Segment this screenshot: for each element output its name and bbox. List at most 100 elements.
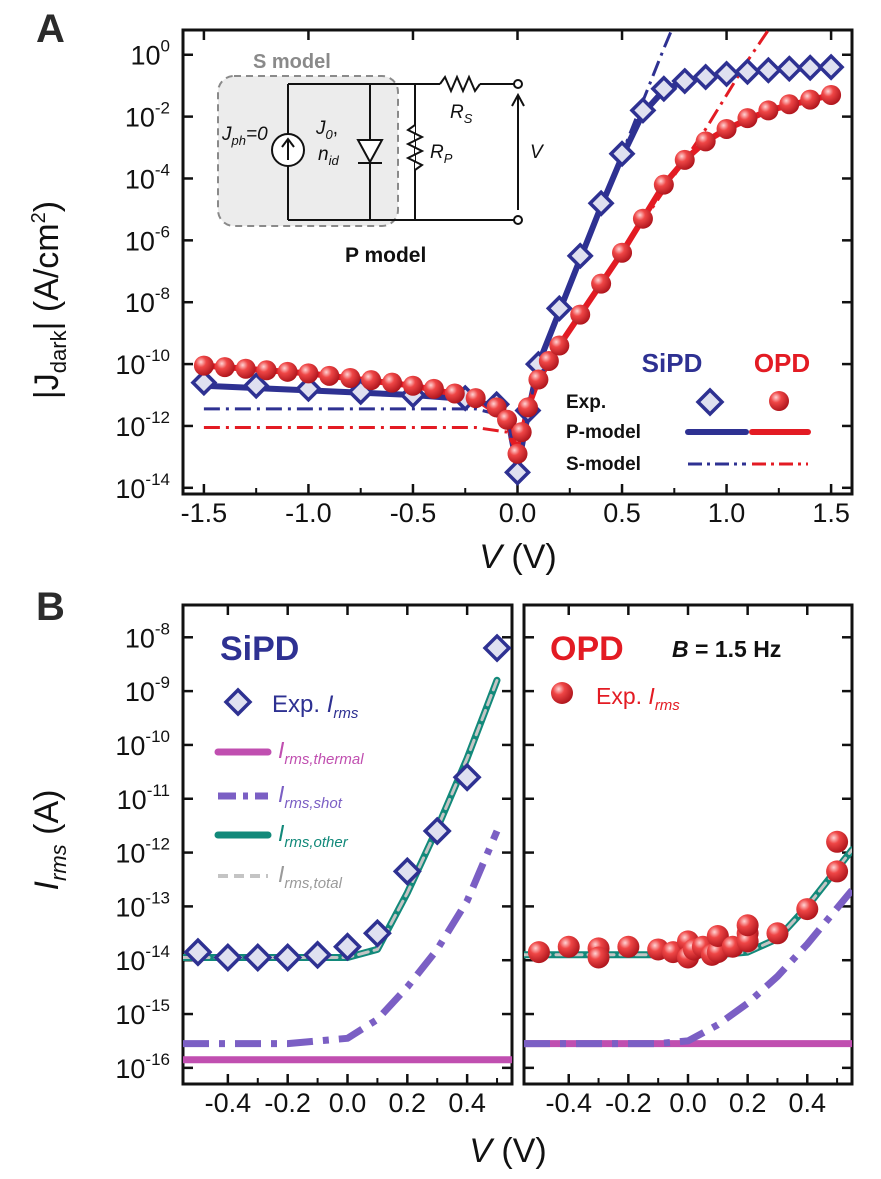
terminal-bottom [513,215,523,225]
panel-a-y-axis-label: |Jdark| (A/cm2) [28,201,71,399]
data-point-opd-exp [632,208,653,229]
y-tick-label: 10-13 [115,888,170,922]
circuit-jph-label: Jph=0 [221,124,268,148]
legend-pmodel-label: P-model [566,422,641,443]
panel-a-x-axis-label: V (V) [479,538,556,576]
legend-other-label: Irms,other [278,820,349,851]
legend-smodel-label: S-model [566,454,641,475]
panel-a-data-markers [190,53,845,486]
data-point-sipd-exp [608,140,636,168]
y-tick-label: 10-2 [125,99,170,133]
panel-a-legend: SiPD OPD Exp. P-model S-model [566,348,811,475]
y-tick-label: 10-8 [125,619,170,653]
data-point-exp-irms [587,946,610,969]
data-point-opd-exp [653,174,674,195]
plot-frame-b-opd [522,603,854,1086]
s-model-label: S model [253,51,331,73]
data-point-opd-exp [497,409,518,430]
legend-shot-label: Irms,shot [278,781,343,812]
data-point-exp-irms [796,898,819,921]
data-point-sipd-exp [796,54,824,82]
circuit-inset: S model P model V Jph=0 J0, nid RP RS [217,51,545,267]
data-point-sipd-exp [650,75,678,103]
y-tick-label: 10-12 [115,408,170,442]
circuit-j0-label: J0, [315,118,338,142]
series-line-irms-shot [183,829,501,1048]
s-model-box [217,75,399,227]
data-point-opd-exp [214,357,235,378]
x-tick-label: -0.2 [264,1088,311,1118]
y-tick-label: 10-10 [115,727,170,761]
series-line-irms-shot [524,887,852,1048]
legend-b-opd-exp-label: Exp. Irms [596,683,680,714]
x-tick-label: 1.0 [708,498,746,528]
data-point-sipd-exp [566,242,594,270]
data-point-exp-irms [527,941,550,964]
y-tick-label: 100 [130,37,170,71]
data-point-exp-irms [617,935,640,958]
data-point-exp-irms [273,943,303,972]
data-point-exp-irms [557,935,580,958]
y-tick-label: 10-12 [115,835,170,869]
legend-exp-label: Exp. [566,392,606,413]
data-point-exp-irms [392,856,422,886]
x-tick-label: -0.4 [205,1088,252,1118]
data-point-opd-exp [758,100,779,121]
data-point-exp-irms [452,762,482,792]
y-tick-label: 10-10 [115,346,170,380]
panel-a-label: A [36,7,65,51]
data-point-sipd-exp [190,369,218,397]
data-point-sipd-exp [733,58,761,86]
panel-b-sipd-markers [183,633,512,972]
y-tick-label: 10-4 [125,160,170,194]
data-point-exp-irms [303,940,333,970]
legend-total-label: Irms,total [278,861,343,892]
data-point-opd-exp [716,118,737,139]
x-tick-label: 0.4 [788,1088,826,1118]
data-point-opd-exp [695,131,716,152]
legend-opd-heading: OPD [754,348,810,378]
data-point-opd-exp [444,383,465,404]
data-point-exp-irms [826,830,849,853]
data-point-sipd-exp [775,55,803,83]
x-tick-label: 0.5 [603,498,641,528]
data-point-opd-exp [779,94,800,115]
x-tick-label: -1.0 [285,498,332,528]
x-tick-label: 1.5 [812,498,850,528]
shunt-resistor-icon [405,124,425,171]
data-point-exp-irms [482,633,512,663]
x-tick-label: 0.2 [729,1088,767,1118]
y-tick-label: 10-11 [117,781,170,815]
data-point-exp-irms [766,922,789,945]
y-tick-label: 10-6 [125,222,170,256]
data-point-opd-exp [235,358,256,379]
data-point-sipd-exp [242,372,270,400]
panel-b-sipd-title: SiPD [220,630,299,668]
y-tick-label: 10-8 [125,284,170,318]
x-tick-label: 0.0 [329,1088,367,1118]
data-point-opd-exp [737,108,758,129]
circuit-rs-label: RS [450,102,473,126]
y-tick-label: 10-9 [125,673,170,707]
data-point-exp-irms [736,930,759,953]
data-point-sipd-exp [671,67,699,95]
data-point-sipd-exp [817,53,845,81]
data-point-exp-irms [213,943,243,972]
legend-b-opd-exp-marker [551,682,573,704]
panel-b-label: B [36,585,65,629]
circuit-v-label: V [530,142,545,163]
data-point-sipd-exp [629,96,657,124]
data-point-opd-exp [193,355,214,376]
panel-b-opd-legend: Exp. Irms [551,682,680,714]
data-point-opd-exp [821,84,842,105]
panel-b-opd-ticks: -0.4 -0.2 0.0 0.2 0.4 [522,603,854,1118]
data-point-opd-exp [517,397,538,418]
data-point-opd-exp [340,368,361,388]
data-point-opd-exp [256,360,277,381]
data-point-opd-exp [612,242,633,263]
panel-a-ticks: -1.5 -1.0 -0.5 0.0 0.5 1.0 1.5 100 10-2 10-4 10-6 1… [115,28,854,528]
panel-b-opd-markers [527,830,849,969]
circuit-nid-label: nid [318,144,339,168]
data-point-opd-exp [423,378,444,399]
